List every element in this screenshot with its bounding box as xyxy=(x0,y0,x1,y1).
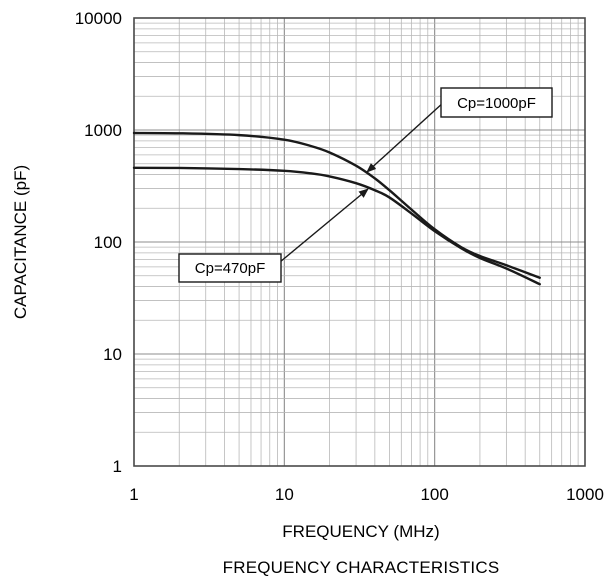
y-axis-title: CAPACITANCE (pF) xyxy=(11,165,30,319)
annotation-label-cp1000: Cp=1000pF xyxy=(457,95,536,112)
y-axis-ticks: 1 10 100 1000 10000 xyxy=(75,9,122,476)
x-axis-ticks: 1 10 100 1000 xyxy=(129,485,604,504)
y-tick-label: 10000 xyxy=(75,9,122,28)
x-tick-label: 10 xyxy=(275,485,294,504)
x-tick-label: 1 xyxy=(129,485,138,504)
series-line-1 xyxy=(132,166,541,286)
series-line-0 xyxy=(132,131,541,279)
annotation-box-cp1000 xyxy=(440,87,553,118)
y-tick-label: 10 xyxy=(103,345,122,364)
annotation-arrow-cp470 xyxy=(279,188,369,263)
annotation-label-cp470: Cp=470pF xyxy=(195,260,265,277)
x-axis-title: FREQUENCY (MHz) xyxy=(282,522,439,541)
x-tick-label: 100 xyxy=(420,485,448,504)
series-layer xyxy=(132,131,541,286)
y-tick-label: 1000 xyxy=(84,121,122,140)
annotation-arrow-cp1000 xyxy=(366,101,445,173)
plot-frame xyxy=(133,17,586,467)
grid xyxy=(133,18,585,467)
y-tick-label: 100 xyxy=(94,233,122,252)
annotation-box-cp470 xyxy=(178,253,282,283)
chart-caption: FREQUENCY CHARACTERISTICS xyxy=(223,558,500,577)
y-tick-label: 1 xyxy=(113,457,122,476)
x-tick-label: 1000 xyxy=(566,485,604,504)
annotation-layer: Cp=1000pF Cp=470pF xyxy=(178,87,553,283)
